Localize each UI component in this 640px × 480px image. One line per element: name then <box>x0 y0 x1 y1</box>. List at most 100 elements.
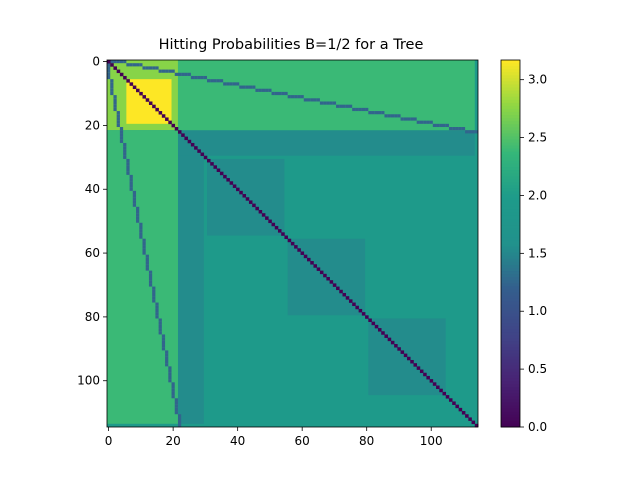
heatmap-cell <box>194 75 198 80</box>
heatmap-diagonal-cell <box>126 79 130 83</box>
colorbar-segment <box>501 264 520 269</box>
heatmap-cell <box>177 414 182 418</box>
heatmap-cell <box>148 283 153 287</box>
colorbar-segment <box>501 338 520 342</box>
heatmap-diagonal-cell <box>177 130 182 134</box>
heatmap-diagonal-cell <box>377 328 382 332</box>
heatmap-diagonal-cell <box>407 356 411 361</box>
heatmap-cell <box>374 111 378 115</box>
heatmap-cell <box>345 104 349 108</box>
heatmap-cell <box>152 286 156 290</box>
chart-title: Hitting Probabilities B=1/2 for a Tree <box>159 37 424 53</box>
heatmap-cell <box>132 190 137 195</box>
colorbar-segment <box>501 307 520 312</box>
heatmap-cell <box>148 66 153 70</box>
heatmap-cell <box>200 75 204 80</box>
heatmap-cell <box>113 98 117 102</box>
heatmap-diagonal-cell <box>174 127 179 131</box>
colorbar-segment <box>501 69 520 73</box>
heatmap-cell <box>165 353 169 357</box>
heatmap-cell <box>158 331 162 335</box>
heatmap-cell <box>307 98 311 102</box>
heatmap-cell <box>152 292 156 297</box>
heatmap-cell <box>342 104 346 108</box>
colorbar-segment <box>501 66 520 70</box>
heatmap-cell <box>123 142 127 147</box>
heatmap-cell <box>381 111 385 115</box>
heatmap-cell <box>248 85 253 89</box>
y-tick-label: 40 <box>85 182 100 196</box>
colorbar-segment <box>501 212 520 217</box>
heatmap-diagonal-cell <box>419 369 424 374</box>
heatmap-diagonal-cell <box>413 363 418 367</box>
heatmap-cell <box>113 101 117 105</box>
heatmap-diagonal-cell <box>129 82 134 86</box>
heatmap-cell <box>123 146 127 150</box>
x-tick-label: 0 <box>105 434 113 448</box>
colorbar-segment <box>501 130 520 134</box>
colorbar-segment <box>501 215 520 220</box>
heatmap-cell <box>281 91 285 96</box>
heatmap-diagonal-cell <box>287 238 292 243</box>
heatmap-cell <box>119 60 124 64</box>
heatmap-cell <box>403 117 408 121</box>
colorbar-segment <box>501 127 520 131</box>
heatmap-area <box>106 59 479 428</box>
colorbar-segment <box>501 179 520 183</box>
heatmap-cell <box>158 324 162 329</box>
colorbar-segment <box>501 335 520 339</box>
heatmap-cell <box>365 107 369 112</box>
heatmap-diagonal-cell <box>142 95 147 99</box>
y-tick-label: 80 <box>85 310 100 324</box>
heatmap-cell <box>265 88 269 92</box>
colorbar-segment <box>501 111 520 116</box>
heatmap-cell <box>377 111 382 115</box>
heatmap-cell <box>171 388 175 392</box>
heatmap-cell <box>161 337 166 341</box>
colorbar-tick-label: 0.0 <box>528 420 547 434</box>
colorbar-axis: 0.0 0.5 1.0 1.5 2.0 2.5 3.0 <box>520 73 547 434</box>
colorbar-segment <box>501 197 520 202</box>
colorbar-segment <box>501 344 520 348</box>
heatmap-diagonal-cell <box>300 251 305 255</box>
heatmap-cell <box>107 66 111 70</box>
colorbar-segment <box>501 423 520 428</box>
heatmap-cell <box>126 63 130 67</box>
heatmap-diagonal-cell <box>158 111 163 115</box>
heatmap-diagonal-cell <box>387 337 392 342</box>
heatmap-diagonal-cell <box>252 203 256 208</box>
heatmap-cell <box>116 114 120 118</box>
heatmap-diagonal-cell <box>410 359 414 364</box>
heatmap-cell <box>177 72 182 76</box>
heatmap-cell <box>371 111 375 115</box>
heatmap-cell <box>468 130 472 134</box>
heatmap-cell <box>177 423 182 427</box>
heatmap-cell <box>116 117 120 121</box>
colorbar-segment <box>501 206 520 211</box>
heatmap-cell <box>400 117 404 121</box>
colorbar-segment <box>501 133 520 137</box>
colorbar-segment <box>501 78 520 82</box>
heatmap-cell <box>161 347 166 351</box>
heatmap-diagonal-cell <box>390 340 395 345</box>
heatmap-cell <box>142 251 146 255</box>
heatmap-diagonal-cell <box>339 289 343 294</box>
heatmap-cell <box>132 63 137 67</box>
heatmap-cell <box>126 165 130 169</box>
heatmap-diagonal-cell <box>448 398 453 402</box>
colorbar-segment <box>501 93 520 98</box>
colorbar-segment <box>501 142 520 147</box>
colorbar-segment <box>501 87 520 92</box>
colorbar-segment <box>501 274 520 278</box>
heatmap-diagonal-cell <box>442 391 447 396</box>
colorbar-segment <box>501 295 520 300</box>
heatmap-cell <box>165 359 169 364</box>
x-tick-label: 80 <box>359 434 374 448</box>
heatmap-cell <box>358 107 362 112</box>
heatmap-cell <box>419 120 424 124</box>
heatmap-diagonal-cell <box>416 366 421 370</box>
heatmap-cell <box>155 315 159 319</box>
colorbar-segment <box>501 90 520 95</box>
heatmap-cell <box>165 356 169 360</box>
colorbar-segment <box>501 390 520 394</box>
